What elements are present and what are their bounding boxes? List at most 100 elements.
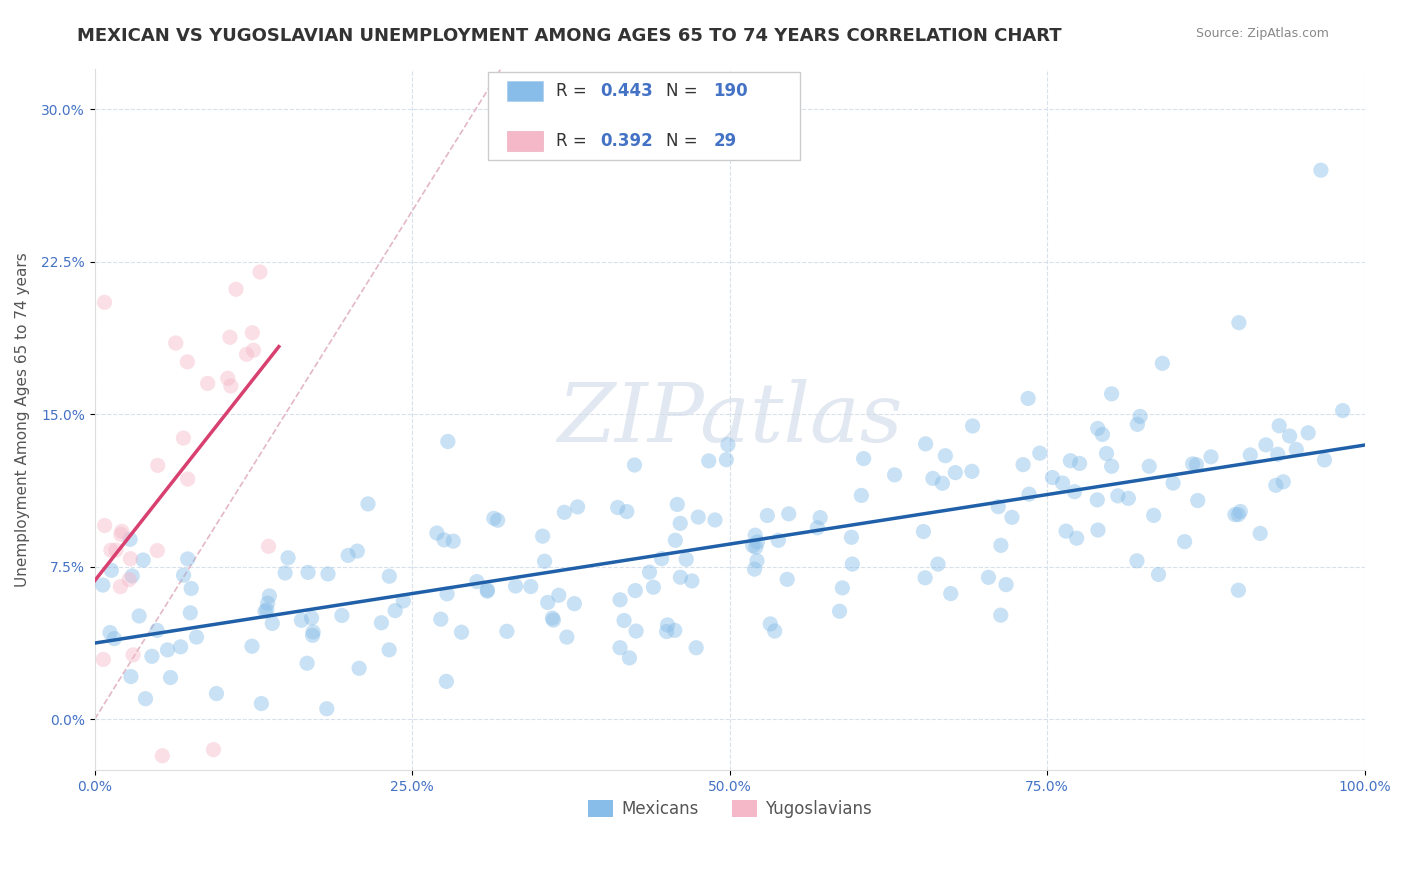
Point <box>1085 492 1108 507</box>
Point <box>651 551 673 566</box>
Point <box>392 594 415 608</box>
Point <box>1161 476 1184 491</box>
Point <box>1199 450 1222 464</box>
Point <box>262 616 284 631</box>
Point <box>1101 387 1123 401</box>
Point <box>100 563 122 577</box>
Point <box>482 511 505 525</box>
Point <box>1227 508 1250 522</box>
Point <box>433 533 456 547</box>
Point <box>669 570 692 584</box>
Point <box>531 529 554 543</box>
Point <box>370 615 392 630</box>
Point <box>520 580 543 594</box>
Point <box>747 535 769 549</box>
Point <box>179 606 201 620</box>
Point <box>219 330 242 344</box>
Text: ZIPatlas: ZIPatlas <box>557 379 903 459</box>
Point <box>465 574 488 589</box>
Point <box>274 566 297 580</box>
Point <box>103 632 125 646</box>
Point <box>205 687 228 701</box>
Point <box>437 434 460 449</box>
Point <box>290 613 312 627</box>
Point <box>146 458 169 473</box>
Point <box>1087 523 1109 537</box>
Text: N =: N = <box>666 82 703 100</box>
Point <box>128 609 150 624</box>
Point <box>619 651 641 665</box>
Point <box>1087 421 1109 435</box>
Point <box>176 552 198 566</box>
Point <box>156 643 179 657</box>
Point <box>990 608 1012 623</box>
Point <box>567 500 589 514</box>
Point <box>931 476 953 491</box>
Point <box>169 640 191 654</box>
Point <box>1249 526 1271 541</box>
Point <box>914 437 936 451</box>
Point <box>681 574 703 588</box>
Point <box>624 583 647 598</box>
Point <box>1118 491 1140 506</box>
Point <box>664 533 686 548</box>
Point <box>159 671 181 685</box>
Point <box>1223 508 1246 522</box>
Point <box>173 568 195 582</box>
Point <box>1268 418 1291 433</box>
Point <box>987 500 1010 514</box>
Point <box>180 582 202 596</box>
Point <box>609 592 631 607</box>
Point <box>1239 448 1261 462</box>
Point <box>1181 457 1204 471</box>
Point <box>1029 446 1052 460</box>
Point <box>1227 583 1250 598</box>
Point <box>426 526 449 541</box>
Point <box>927 557 949 571</box>
Point <box>922 471 945 485</box>
Point <box>301 611 323 625</box>
Point <box>430 612 453 626</box>
Point <box>110 580 132 594</box>
FancyBboxPatch shape <box>508 81 543 101</box>
Point <box>134 691 156 706</box>
Point <box>186 630 208 644</box>
Point <box>1059 454 1081 468</box>
Point <box>141 649 163 664</box>
Point <box>990 538 1012 552</box>
Point <box>912 524 935 539</box>
Point <box>778 507 800 521</box>
Point <box>505 579 527 593</box>
Point <box>1296 425 1319 440</box>
Point <box>1066 531 1088 545</box>
Point <box>1012 458 1035 472</box>
Point <box>756 508 779 523</box>
Point <box>1101 459 1123 474</box>
Point <box>477 584 499 599</box>
Point <box>110 527 132 541</box>
Point <box>655 624 678 639</box>
Point <box>943 466 966 480</box>
Point <box>977 570 1000 584</box>
Point <box>1001 510 1024 524</box>
Text: N =: N = <box>666 132 703 150</box>
Point <box>1126 554 1149 568</box>
Point <box>330 608 353 623</box>
Point <box>1091 427 1114 442</box>
Point <box>541 611 564 625</box>
Point <box>763 624 786 638</box>
Point <box>851 488 873 502</box>
Point <box>297 566 319 580</box>
Point <box>745 554 768 568</box>
Point <box>1264 478 1286 492</box>
Point <box>1052 476 1074 491</box>
Point <box>277 550 299 565</box>
Point <box>1107 489 1129 503</box>
Point <box>1278 429 1301 443</box>
Point <box>806 521 828 535</box>
Point <box>553 505 575 519</box>
Point <box>256 603 278 617</box>
Point <box>533 554 555 568</box>
Legend: Mexicans, Yugoslavians: Mexicans, Yugoslavians <box>581 793 879 825</box>
Point <box>883 467 905 482</box>
